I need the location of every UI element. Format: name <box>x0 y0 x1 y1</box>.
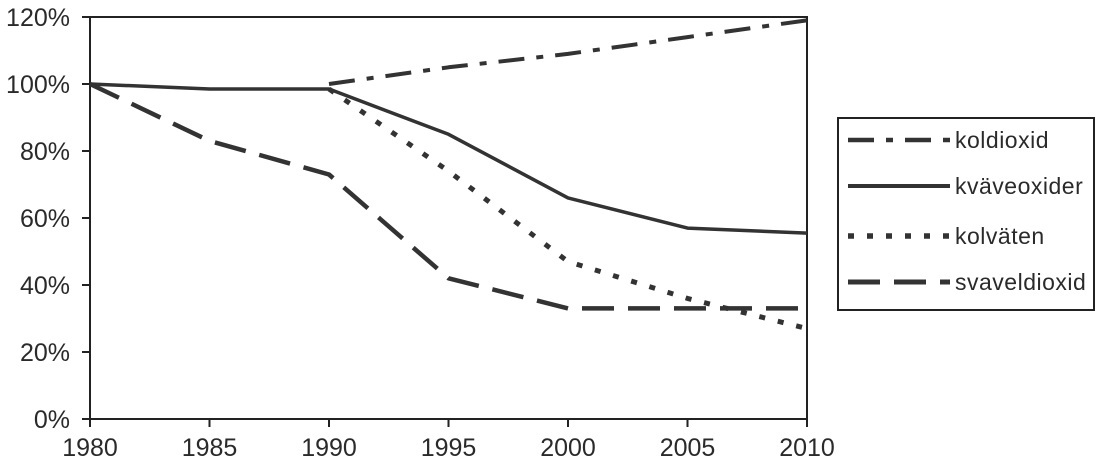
y-tick-label: 40% <box>20 272 70 300</box>
data-point <box>806 19 809 22</box>
x-tick-label: 1980 <box>62 434 118 462</box>
data-point <box>567 307 570 310</box>
y-tick-label: 60% <box>20 205 70 233</box>
series-line-koldioxid <box>328 18 808 86</box>
x-tick-label: 2000 <box>540 434 596 462</box>
data-point <box>328 88 331 91</box>
legend-label: koldioxid <box>955 127 1049 153</box>
data-point <box>686 227 689 230</box>
data-point <box>447 277 450 280</box>
data-point <box>567 52 570 55</box>
data-point <box>806 232 809 235</box>
legend-label: svaveldioxid <box>955 269 1086 295</box>
data-point <box>806 327 809 330</box>
data-point <box>447 170 450 173</box>
plot-area <box>89 16 808 420</box>
axes: 0% 20% 40% 60% 80% 100% 120% 1980 1985 1990 1995 20… <box>6 4 835 462</box>
series-line-kolväten <box>327 86 808 332</box>
data-point <box>447 133 450 136</box>
series-line-kväveoxider <box>89 82 808 235</box>
data-point <box>686 297 689 300</box>
data-point <box>567 260 570 263</box>
x-tick-label: 1995 <box>421 434 477 462</box>
y-tick-label: 80% <box>20 138 70 166</box>
data-point <box>208 139 211 142</box>
data-point <box>208 88 211 91</box>
x-tick-label: 1990 <box>301 434 357 462</box>
data-point <box>686 307 689 310</box>
legend-label: kväveoxider <box>955 173 1083 199</box>
legend-box <box>837 117 1095 311</box>
y-tick-label: 20% <box>20 339 70 367</box>
series-line-svaveldioxid <box>89 81 807 311</box>
legend-label: kolväten <box>955 223 1045 249</box>
data-point <box>686 36 689 39</box>
data-point <box>328 173 331 176</box>
data-point <box>567 196 570 199</box>
x-tick-label: 2005 <box>660 434 716 462</box>
x-tick-label: 1985 <box>182 434 238 462</box>
series-group <box>89 18 809 332</box>
y-tick-label: 120% <box>6 4 70 32</box>
y-tick-label: 0% <box>34 406 70 434</box>
legend: koldioxid kväveoxider kolväten svaveldioxid <box>837 117 1095 311</box>
data-point <box>806 307 809 310</box>
y-tick-label: 100% <box>6 71 70 99</box>
data-point <box>89 83 92 86</box>
x-tick-label: 2010 <box>779 434 835 462</box>
data-point <box>328 83 331 86</box>
data-point <box>447 66 450 69</box>
